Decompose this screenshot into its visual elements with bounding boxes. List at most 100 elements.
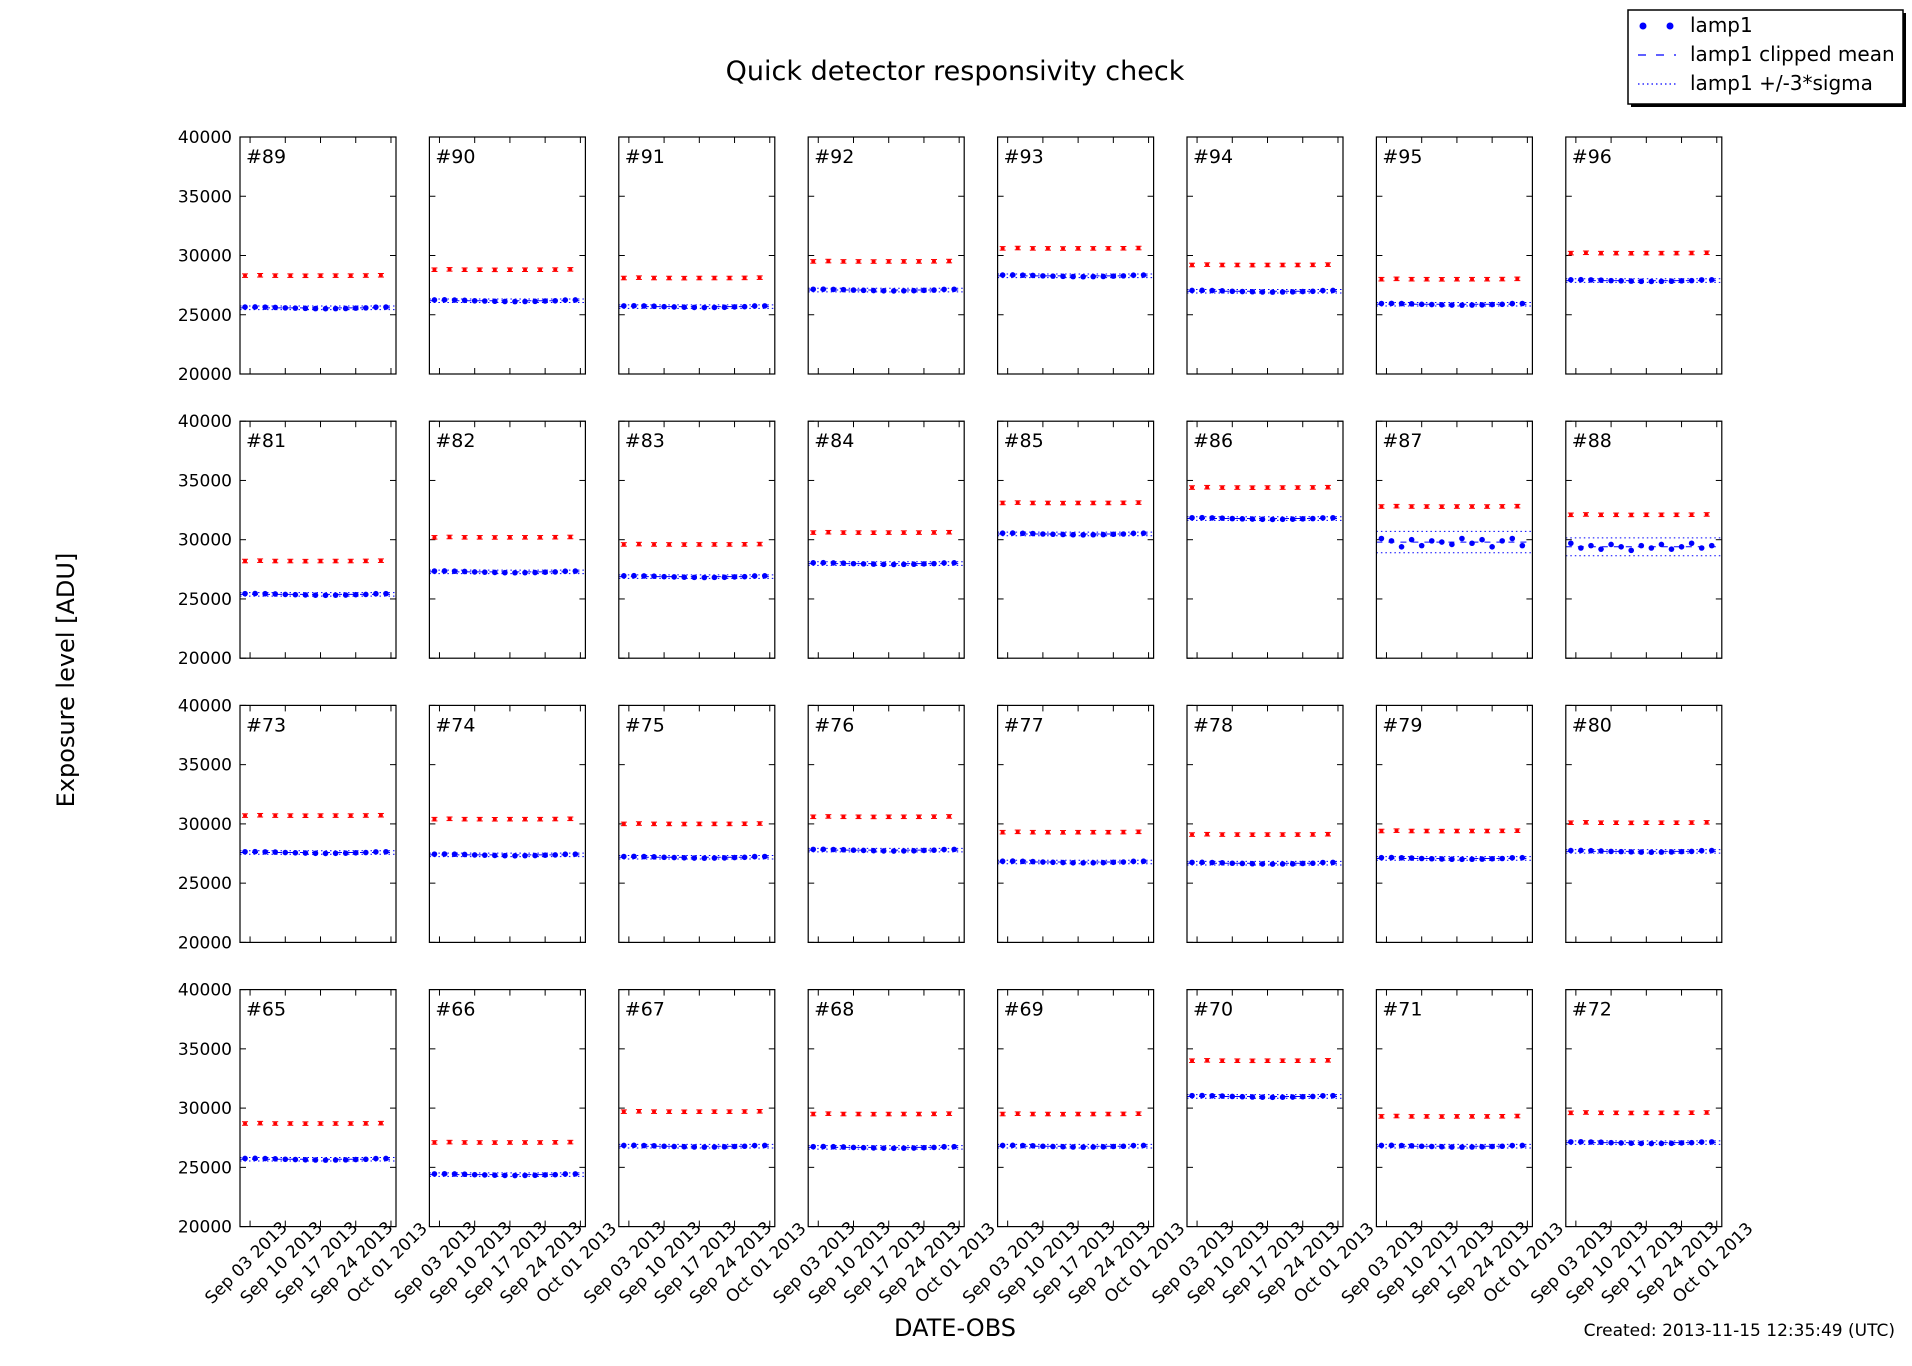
ref-point [1674,251,1679,256]
panel-frame [1186,136,1344,375]
ref-point [1629,512,1634,517]
data-point [1050,273,1056,279]
ref-point [712,1109,717,1114]
panel-title: #82 [435,430,475,452]
data-point [1698,847,1705,854]
data-point [1050,859,1056,866]
ref-point [1515,276,1520,281]
data-point [1040,273,1046,279]
ref-point [636,542,641,547]
ref-point [856,259,861,264]
data-point [1568,540,1574,547]
ref-point [1439,1114,1444,1119]
data-point [363,1156,369,1163]
ref-point [1190,262,1195,267]
panel-title: #68 [814,999,854,1021]
ref-point [507,535,512,540]
data-point [651,1142,657,1149]
ref-point [712,276,717,281]
data-point [492,569,498,576]
ref-point [1629,251,1634,256]
data-point [1439,1143,1445,1150]
ref-point [1030,500,1035,505]
ref-point [667,542,672,547]
ref-point [1295,262,1300,267]
ref-point [1190,1058,1195,1063]
data-point [383,848,389,855]
data-point [999,530,1006,536]
data-point [522,298,528,305]
ref-point [243,273,248,278]
data-point [1628,278,1635,284]
data-point [880,848,887,854]
data-point [1100,859,1107,866]
ref-point [856,1112,861,1117]
ref-point [1454,504,1459,509]
ref-point [621,542,626,547]
data-point [512,1172,518,1179]
data-point [721,855,728,861]
data-point [1408,536,1415,543]
y-tick-label: 40000 [178,696,232,716]
data-point [1708,276,1715,283]
ref-point [1515,504,1520,509]
ref-point [1061,830,1066,835]
data-point [1378,535,1385,542]
ref-point [1379,504,1384,509]
panel-title: #88 [1572,430,1612,452]
data-point [1398,1142,1405,1149]
panel-frame [807,136,965,375]
data-point [1519,542,1526,549]
data-point [1070,273,1076,280]
panel: #92 [807,136,965,375]
panel: #76 [807,704,965,944]
data-point [1688,540,1695,547]
data-point [352,305,359,311]
ref-point [1205,1058,1210,1063]
ref-point [553,1140,558,1145]
data-point [1219,1093,1226,1099]
data-point [901,288,907,294]
ref-point [1629,1110,1634,1115]
data-point [921,561,927,567]
data-point [701,1144,708,1150]
panel-title: #89 [246,146,286,168]
data-point [332,1157,339,1163]
data-point [731,1143,738,1150]
data-point [941,1143,947,1150]
data-point [681,304,688,310]
data-point [1489,1143,1495,1150]
chart-title: Quick detector responsivity check [726,56,1185,87]
data-point [552,1171,559,1178]
panel-frame [428,136,586,375]
data-point [1239,860,1246,867]
panel: #93 [996,136,1155,375]
data-point [691,855,698,861]
data-point [1638,542,1645,549]
ref-point [273,559,278,564]
data-point [651,303,657,310]
data-point [641,853,647,860]
ref-point [1454,277,1459,282]
ref-point [1614,1110,1619,1115]
data-point [282,1156,289,1163]
data-point [562,851,569,858]
panel-frame [1565,704,1723,944]
data-point [1408,855,1415,861]
ref-point [1295,1058,1300,1063]
ref-point [1000,1112,1005,1117]
ref-point [288,559,293,564]
ref-point [727,1109,732,1114]
panel-frame [996,420,1155,659]
data-point [471,297,478,304]
data-point [711,304,718,311]
ref-point [1583,512,1588,517]
y-tick-label: 25000 [178,590,232,610]
panel: #84 [807,420,965,659]
data-point [1199,859,1205,866]
ref-point [811,530,816,535]
panel-title: #87 [1382,430,1422,452]
panel-frame [1375,988,1534,1228]
data-point [461,1171,468,1178]
y-tick-label: 20000 [178,933,232,953]
